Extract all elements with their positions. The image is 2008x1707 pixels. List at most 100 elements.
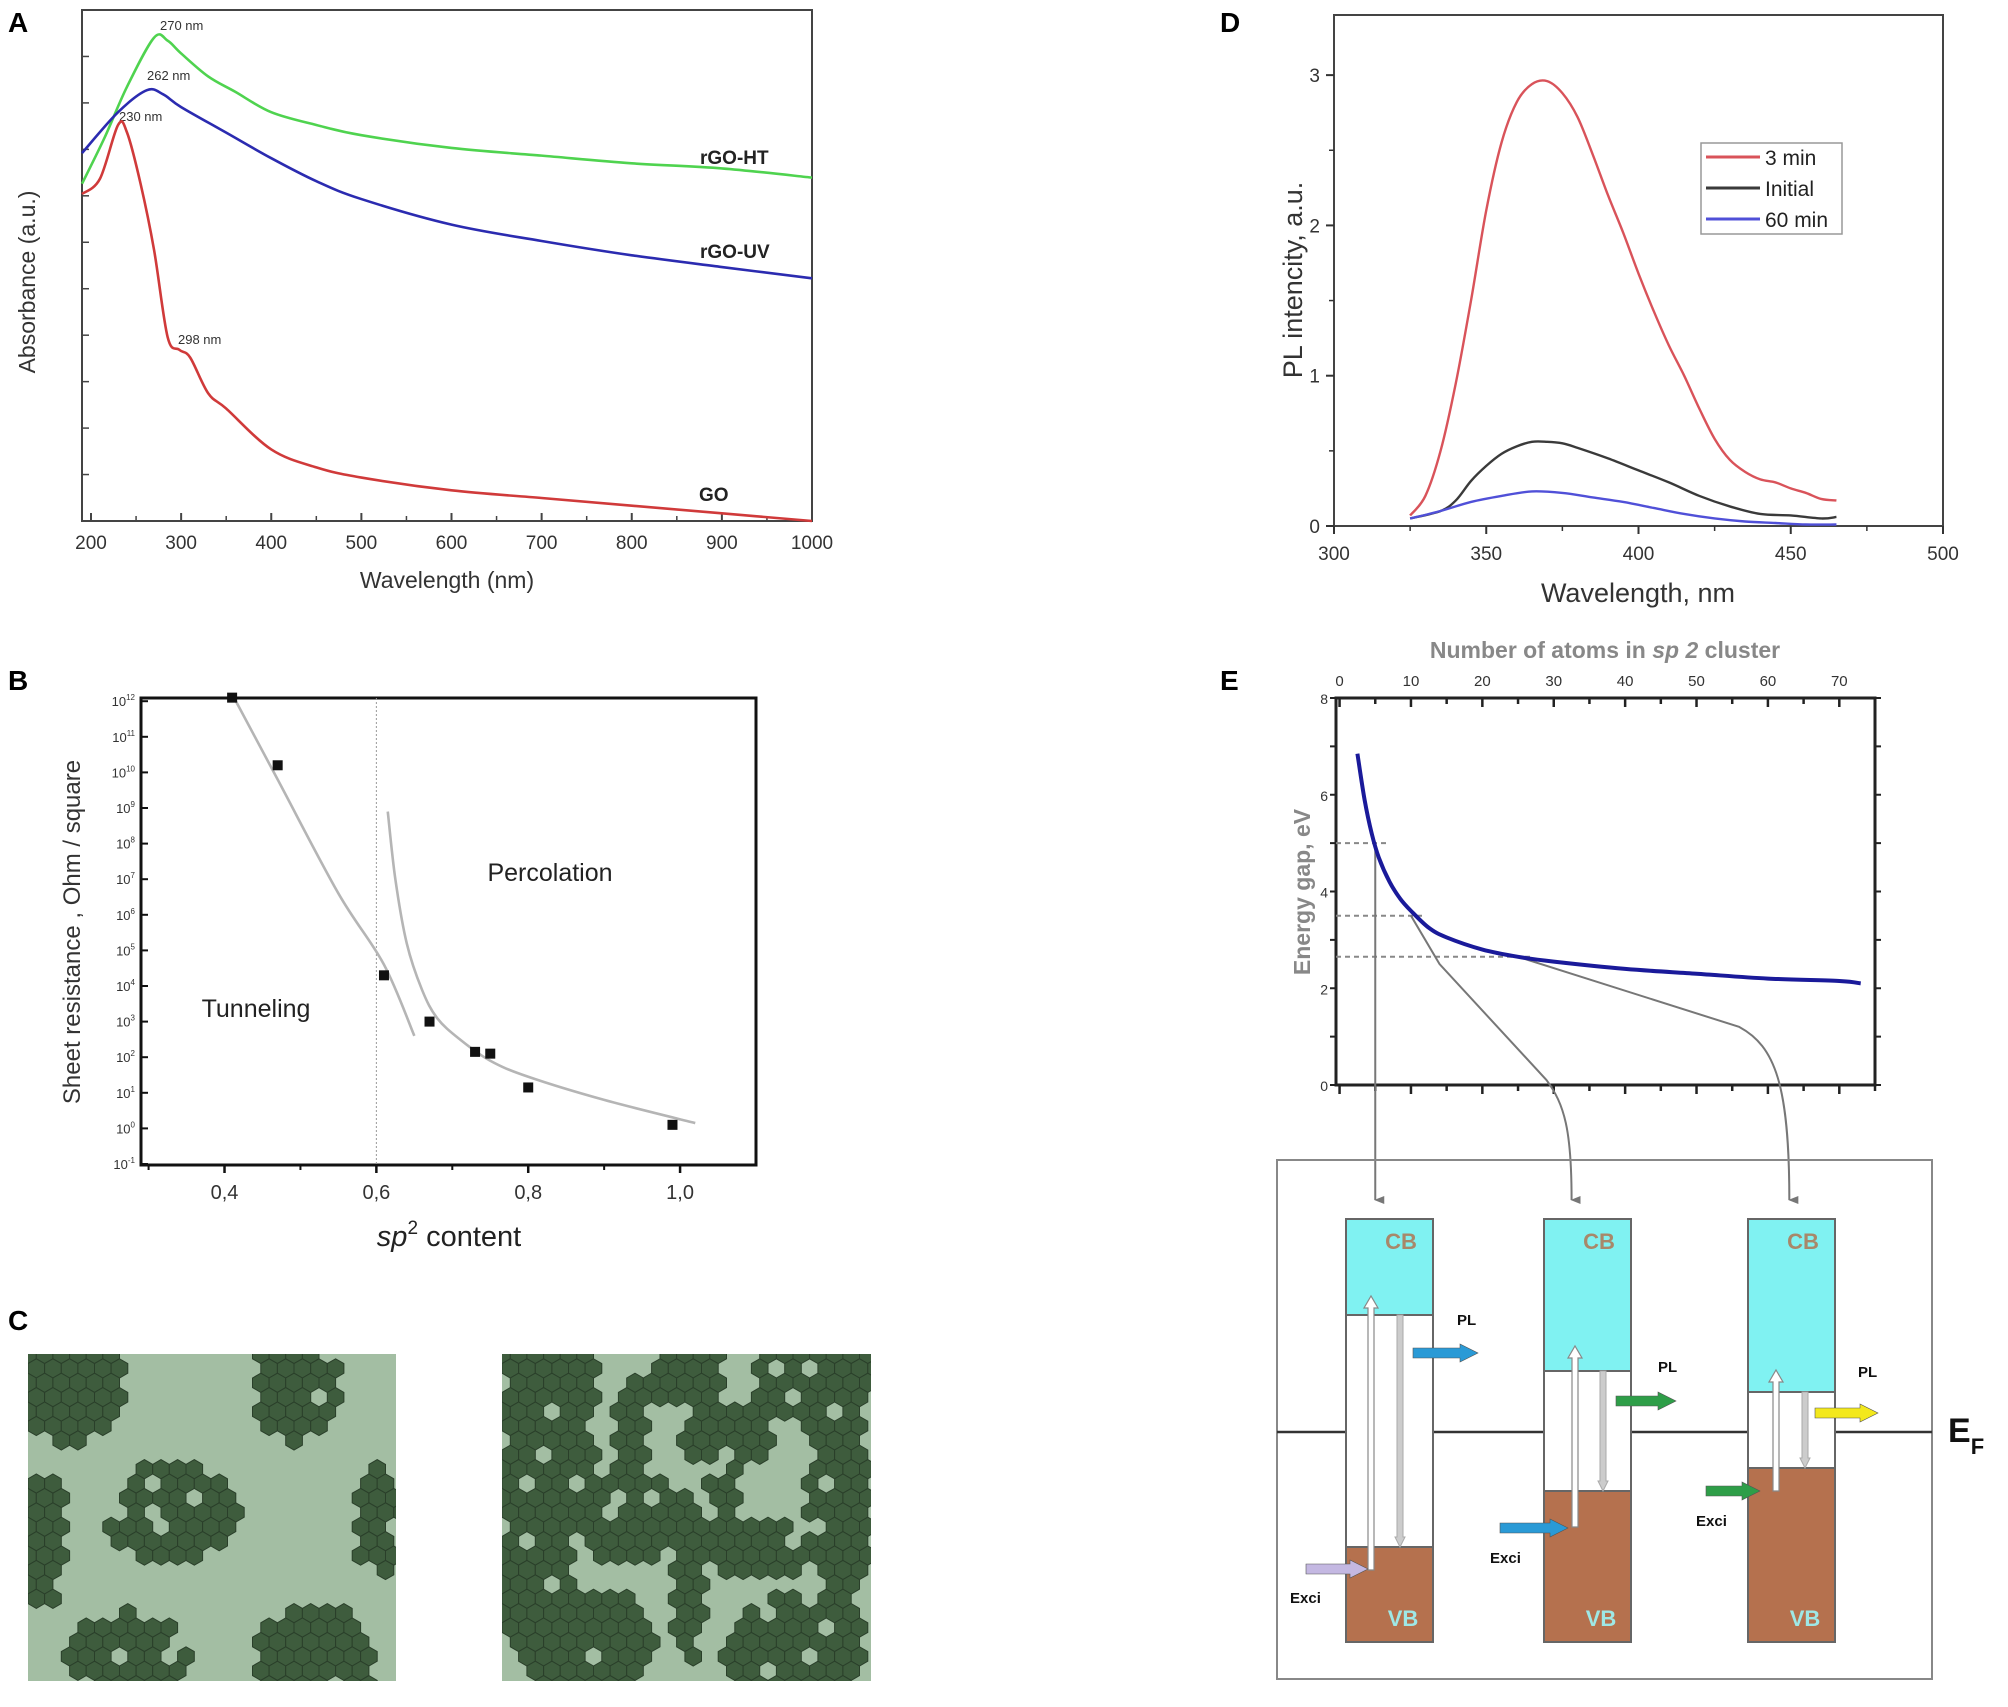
conduction-band	[1345, 1218, 1434, 1316]
panel-c-sp2-cluster-illustration	[28, 1330, 871, 1681]
hexagon	[535, 1330, 552, 1349]
hexagon	[775, 1401, 794, 1422]
x-tick-label: 300	[165, 533, 197, 554]
exci-label: Exci	[1290, 1590, 1321, 1607]
panel-label-e: E	[1220, 665, 1239, 696]
hexagon	[78, 1330, 95, 1349]
annotation-230nm: 230 nm	[119, 109, 162, 124]
legend-label-initial: Initial	[1765, 178, 1814, 201]
series-line-initial	[1409, 440, 1837, 520]
hexagon	[69, 1430, 87, 1451]
cb-label: CB	[1787, 1229, 1819, 1254]
hexagon	[651, 1387, 669, 1408]
x-axis-label: Wavelength, nm	[1541, 578, 1735, 608]
hexagon	[502, 1564, 503, 1576]
hexagon	[351, 1545, 370, 1566]
hexagon	[800, 1502, 819, 1523]
series-label-rgo-ht: rGO-HT	[700, 148, 769, 169]
hexagon-clusters	[28, 1330, 396, 1681]
hexagon	[667, 1387, 686, 1408]
hexagon	[502, 1507, 503, 1518]
hexagon	[784, 1559, 802, 1581]
series-line-rgo-uv	[81, 87, 813, 280]
hexagon	[750, 1675, 769, 1681]
hexagon	[801, 1330, 818, 1349]
hexagon	[94, 1675, 112, 1681]
hexagon	[817, 1675, 836, 1681]
hexagon	[502, 1478, 503, 1489]
hexagon	[626, 1545, 644, 1566]
hexagon	[343, 1675, 362, 1681]
x-axis-label: sp2 content	[377, 1218, 521, 1253]
hexagon	[152, 1545, 170, 1566]
hexagon	[519, 1330, 536, 1349]
x-axis-label: Wavelength (nm)	[360, 567, 534, 593]
y-axis-label: Sheet resistance , Ohm / square	[59, 760, 86, 1104]
y-tick-label: 105	[116, 942, 135, 958]
legend-label-60min: 60 min	[1765, 209, 1828, 232]
hexagon	[609, 1545, 628, 1566]
series-label-go: GO	[699, 485, 729, 506]
y-tick-label: 104	[116, 978, 135, 994]
top-x-tick-label: 50	[1688, 673, 1705, 690]
y-tick-label: 3	[1309, 66, 1320, 87]
hexagon	[285, 1430, 303, 1451]
x-tick-label: 700	[526, 533, 558, 554]
hexagon	[260, 1675, 278, 1681]
series-line-rgo-ht	[80, 33, 813, 185]
y-tick-label: 103	[116, 1014, 135, 1030]
y-tick-label: 2	[1309, 216, 1320, 237]
cluster-map-percolated	[502, 1330, 871, 1681]
chart-d-pl-intensity: Wavelength, nm PL intencity, a.u. 3 min …	[1278, 14, 1959, 608]
hexagon	[45, 1330, 62, 1349]
hexagon	[28, 1391, 29, 1403]
connector-arrow-3	[1517, 955, 1799, 1204]
x-tick-label: 500	[346, 533, 378, 554]
hexagon	[601, 1675, 619, 1681]
top-x-tick-label: 60	[1760, 673, 1777, 690]
top-x-tick-label: 0	[1335, 673, 1343, 690]
hexagon	[311, 1330, 328, 1349]
series-label-rgo-uv: rGO-UV	[700, 242, 770, 263]
x-tick-label: 400	[1623, 544, 1655, 565]
chart-a-absorbance: Wavelength (nm) Absorbance (a.u.) 270 nm…	[14, 9, 833, 593]
emission-transition-arrow	[1394, 1314, 1406, 1549]
hexagon	[835, 1330, 852, 1349]
region-label-tunneling: Tunneling	[202, 995, 311, 1023]
hexagon	[593, 1545, 611, 1566]
y-tick-label: 109	[116, 800, 135, 816]
y-tick-label: 101	[116, 1085, 135, 1101]
x-tick-label: 350	[1470, 544, 1502, 565]
hexagon	[818, 1330, 835, 1349]
panel-label-b: B	[8, 665, 28, 696]
top-axis-title: Number of atoms in sp 2 cluster	[1430, 637, 1780, 663]
hexagon	[127, 1675, 145, 1681]
energy-gap-curve	[1355, 753, 1861, 986]
series-line-go	[81, 120, 813, 523]
hexagon	[168, 1545, 187, 1566]
top-x-tick-label: 40	[1617, 673, 1634, 690]
data-point	[272, 760, 283, 771]
hexagon	[734, 1559, 752, 1581]
hexagon	[94, 1415, 112, 1437]
hexagon	[568, 1675, 586, 1681]
x-tick-label: 0,4	[211, 1182, 239, 1204]
vb-label: VB	[1586, 1606, 1617, 1631]
x-tick-label: 1000	[791, 533, 833, 554]
pl-emission-arrow	[1615, 1391, 1677, 1411]
excitation-transition-arrow	[1566, 1344, 1584, 1528]
x-tick-label: 900	[706, 533, 738, 554]
cluster-map-isolated	[28, 1330, 396, 1681]
plot-frame	[81, 9, 813, 522]
hexagon	[310, 1675, 328, 1681]
pl-label: PL	[1858, 1364, 1877, 1381]
hexagon	[143, 1675, 162, 1681]
fermi-level-label: EF	[1948, 1412, 1984, 1459]
hexagon	[767, 1559, 786, 1581]
exci-label: Exci	[1696, 1513, 1727, 1530]
hexagon	[684, 1646, 702, 1667]
hexagon	[734, 1675, 752, 1681]
hexagon	[28, 1415, 46, 1437]
hexagon	[668, 1330, 685, 1349]
